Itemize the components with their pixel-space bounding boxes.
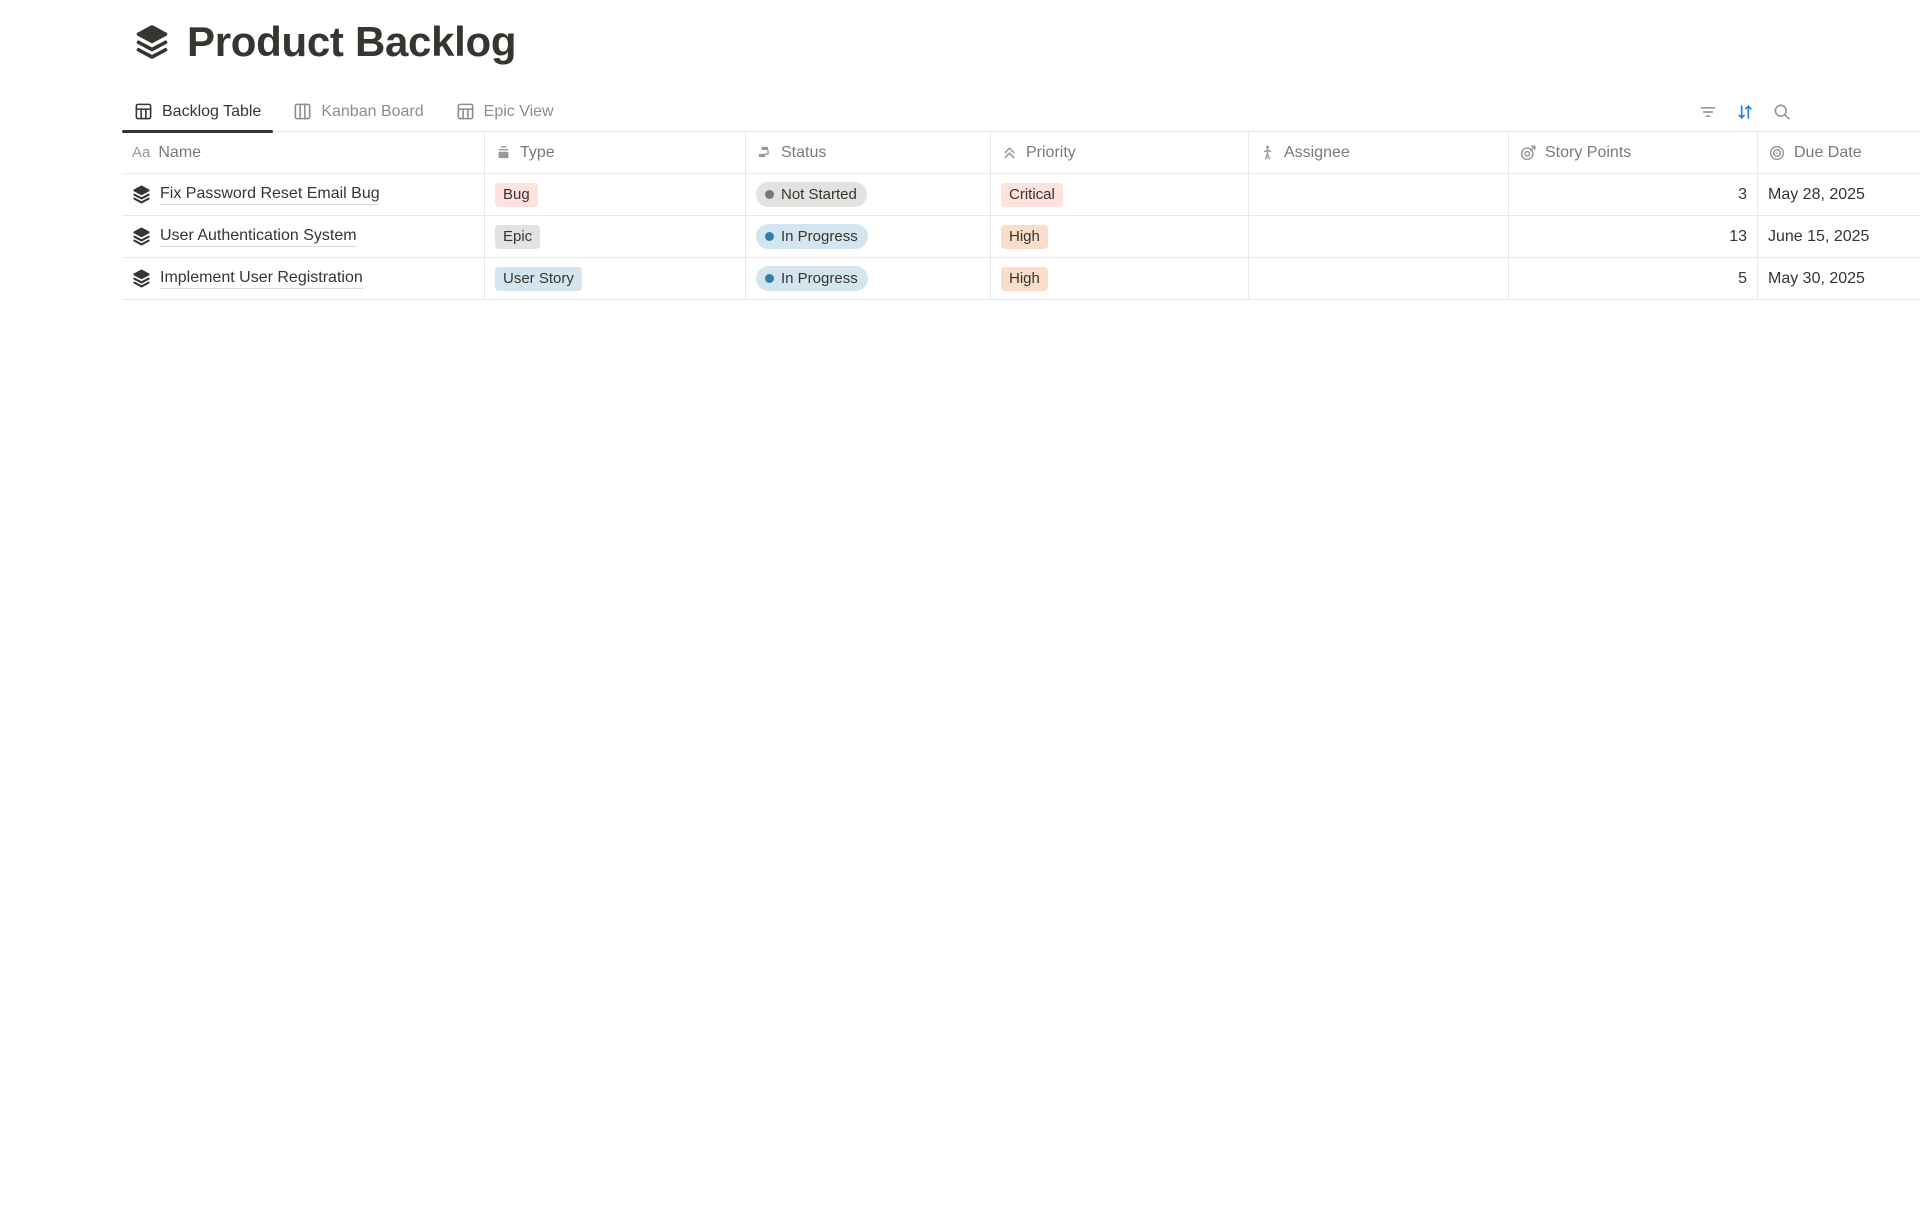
page-title[interactable]: Product Backlog bbox=[187, 18, 517, 65]
page-title-link[interactable]: Implement User Registration bbox=[160, 269, 363, 289]
view-tabs: Backlog Table Kanban Board Epic View bbox=[122, 92, 566, 133]
table-icon bbox=[134, 102, 153, 121]
cell-story-points[interactable]: 3 bbox=[1509, 174, 1758, 215]
cell-status[interactable]: In Progress bbox=[746, 216, 991, 257]
page-header: Product Backlog bbox=[134, 16, 1920, 68]
chevrons-up-icon bbox=[1001, 144, 1018, 161]
cell-name[interactable]: User Authentication System bbox=[122, 216, 485, 257]
cell-due-date[interactable]: May 30, 2025 bbox=[1768, 269, 1865, 287]
column-header-priority[interactable]: Priority bbox=[991, 132, 1249, 173]
layers-icon bbox=[134, 24, 170, 60]
kanban-icon bbox=[293, 102, 312, 121]
search-icon[interactable] bbox=[1772, 102, 1792, 122]
column-label: Status bbox=[781, 143, 827, 161]
cell-type[interactable]: Bug bbox=[485, 174, 746, 215]
status-pill: In Progress bbox=[756, 224, 868, 249]
cell-due-date[interactable]: May 28, 2025 bbox=[1768, 185, 1865, 203]
layers-icon bbox=[132, 269, 151, 288]
cell-assignee[interactable] bbox=[1249, 216, 1509, 257]
priority-tag: Critical bbox=[1001, 182, 1063, 207]
cell-due-date[interactable]: June 15, 2025 bbox=[1768, 227, 1870, 245]
table-row: Fix Password Reset Email Bug Bug Not Sta… bbox=[122, 174, 1920, 216]
layers-icon bbox=[132, 227, 151, 246]
priority-tag: High bbox=[1001, 224, 1048, 249]
column-label: Name bbox=[158, 143, 202, 161]
column-header-due-date[interactable]: Due Date bbox=[1758, 132, 1920, 173]
tab-label: Backlog Table bbox=[162, 102, 262, 120]
bullseye-icon bbox=[1768, 144, 1786, 162]
cell-type[interactable]: User Story bbox=[485, 258, 746, 299]
status-dot-icon bbox=[765, 232, 774, 241]
column-header-assignee[interactable]: Assignee bbox=[1249, 132, 1509, 173]
select-icon bbox=[495, 144, 512, 161]
backlog-table: Aa Name Type Status bbox=[122, 132, 1920, 300]
status-label: In Progress bbox=[781, 228, 858, 245]
table-icon bbox=[456, 102, 475, 121]
column-label: Type bbox=[520, 143, 555, 161]
column-label: Assignee bbox=[1284, 143, 1350, 161]
cell-story-points[interactable]: 5 bbox=[1509, 258, 1758, 299]
status-icon bbox=[756, 144, 773, 161]
cell-priority[interactable]: High bbox=[991, 216, 1249, 257]
layers-icon bbox=[132, 185, 151, 204]
column-label: Due Date bbox=[1794, 143, 1862, 161]
cell-type[interactable]: Epic bbox=[485, 216, 746, 257]
filter-icon[interactable] bbox=[1698, 102, 1718, 122]
status-label: In Progress bbox=[781, 270, 858, 287]
cell-assignee[interactable] bbox=[1249, 174, 1509, 215]
type-tag: User Story bbox=[495, 266, 582, 291]
type-tag: Bug bbox=[495, 182, 538, 207]
column-header-story-points[interactable]: Story Points bbox=[1509, 132, 1758, 173]
table-row: User Authentication System Epic In Progr… bbox=[122, 216, 1920, 258]
status-dot-icon bbox=[765, 274, 774, 283]
cell-status[interactable]: In Progress bbox=[746, 258, 991, 299]
cell-name[interactable]: Fix Password Reset Email Bug bbox=[122, 174, 485, 215]
person-icon bbox=[1259, 144, 1276, 161]
view-toolbar bbox=[1698, 92, 1792, 132]
tab-epic-view[interactable]: Epic View bbox=[444, 92, 566, 132]
tab-backlog-table[interactable]: Backlog Table bbox=[122, 92, 274, 133]
tab-kanban-board[interactable]: Kanban Board bbox=[281, 92, 435, 132]
status-pill: Not Started bbox=[756, 182, 867, 207]
table-row: Implement User Registration User Story I… bbox=[122, 258, 1920, 300]
column-label: Priority bbox=[1026, 143, 1076, 161]
cell-name[interactable]: Implement User Registration bbox=[122, 258, 485, 299]
priority-tag: High bbox=[1001, 266, 1048, 291]
column-header-type[interactable]: Type bbox=[485, 132, 746, 173]
sort-icon[interactable] bbox=[1735, 102, 1755, 122]
status-dot-icon bbox=[765, 190, 774, 199]
column-header-status[interactable]: Status bbox=[746, 132, 991, 173]
page-title-link[interactable]: Fix Password Reset Email Bug bbox=[160, 185, 380, 205]
table-header-row: Aa Name Type Status bbox=[122, 132, 1920, 174]
text-Aa-icon: Aa bbox=[132, 144, 151, 161]
tab-label: Epic View bbox=[483, 102, 554, 120]
status-label: Not Started bbox=[781, 186, 857, 203]
status-pill: In Progress bbox=[756, 266, 868, 291]
target-dart-icon bbox=[1519, 144, 1537, 162]
cell-status[interactable]: Not Started bbox=[746, 174, 991, 215]
cell-priority[interactable]: High bbox=[991, 258, 1249, 299]
tab-label: Kanban Board bbox=[321, 102, 424, 120]
page-title-link[interactable]: User Authentication System bbox=[160, 227, 357, 247]
cell-story-points[interactable]: 13 bbox=[1509, 216, 1758, 257]
view-bar: Backlog Table Kanban Board Epic View bbox=[122, 92, 1920, 133]
column-header-name[interactable]: Aa Name bbox=[122, 132, 485, 173]
cell-assignee[interactable] bbox=[1249, 258, 1509, 299]
cell-priority[interactable]: Critical bbox=[991, 174, 1249, 215]
column-label: Story Points bbox=[1545, 143, 1632, 161]
type-tag: Epic bbox=[495, 224, 541, 249]
